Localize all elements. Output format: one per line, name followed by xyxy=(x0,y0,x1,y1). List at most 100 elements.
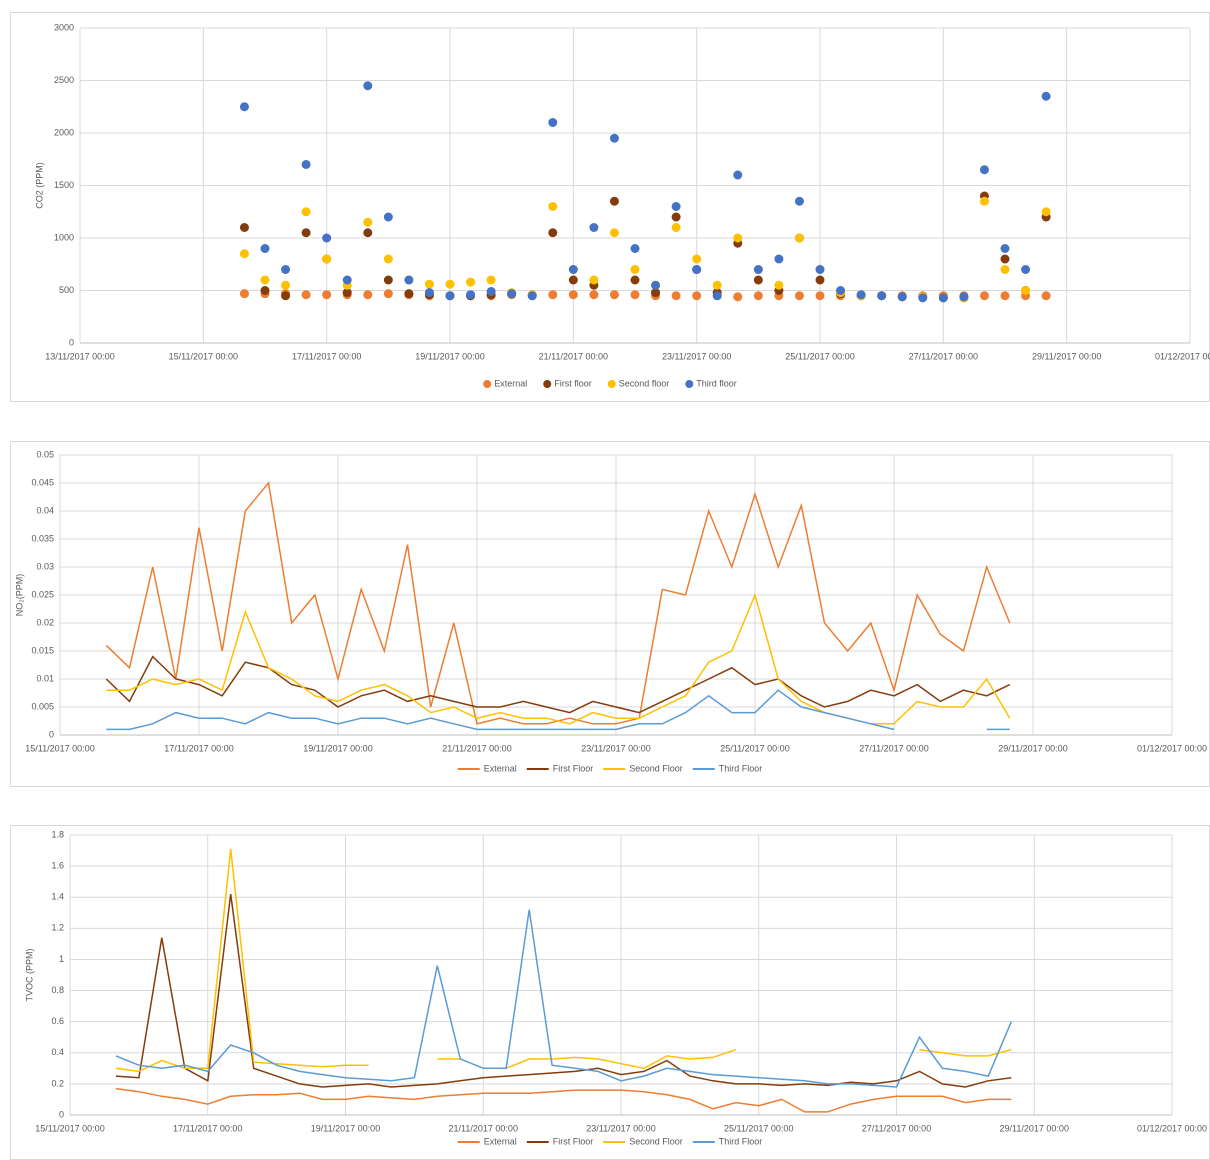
data-point xyxy=(486,287,496,297)
x-tick-label: 15/11/2017 00:00 xyxy=(25,743,94,753)
x-tick-label: 21/11/2017 00:00 xyxy=(449,1123,518,1133)
data-point xyxy=(301,207,311,217)
data-point xyxy=(733,233,743,243)
legend-label: External xyxy=(494,378,527,388)
chart: 0 0.2 0.4 0.6 0.8 1 1.2 1.4 1.6 1.8 15/11/2017 00:… xyxy=(10,825,1210,1160)
y-tick-label: 0 xyxy=(69,337,74,347)
legend-label: Second Floor xyxy=(629,763,683,773)
data-point xyxy=(589,275,599,285)
data-point xyxy=(589,290,599,300)
data-point xyxy=(260,244,270,253)
data-point xyxy=(938,293,948,303)
y-tick-label: 0 xyxy=(49,729,54,739)
data-point xyxy=(609,133,619,143)
data-point xyxy=(692,291,702,301)
data-point xyxy=(692,254,702,264)
chart-frame xyxy=(10,12,1210,402)
y-tick-label: 0.8 xyxy=(51,985,64,995)
legend-label: First Floor xyxy=(553,763,594,773)
y-tick-label: 1.2 xyxy=(51,923,64,933)
data-point xyxy=(363,81,373,91)
y-tick-label: 0.05 xyxy=(36,449,54,459)
x-tick-label: 25/11/2017 00:00 xyxy=(785,351,854,361)
data-point xyxy=(1000,291,1010,301)
x-tick-label: 17/11/2017 00:00 xyxy=(164,743,233,753)
y-tick-label: 1000 xyxy=(54,232,74,242)
data-point xyxy=(753,265,763,274)
x-tick-label: 15/11/2017 00:00 xyxy=(169,351,238,361)
chart: 0 500 1000 1500 2000 2500 3000 13/11/2017 00:00… xyxy=(10,12,1210,402)
data-point xyxy=(548,290,558,300)
data-line xyxy=(115,1087,1012,1113)
data-point xyxy=(281,280,291,290)
data-line xyxy=(105,655,1011,714)
data-point xyxy=(712,291,722,301)
data-point xyxy=(342,288,352,298)
legend: External First floor Second floor Third flo… xyxy=(483,378,737,388)
data-point xyxy=(815,291,825,301)
data-point xyxy=(794,233,804,243)
data-point xyxy=(383,289,393,299)
data-point xyxy=(836,286,846,295)
y-tick-label: 0.4 xyxy=(51,1047,64,1057)
data-point xyxy=(548,118,558,127)
data-point xyxy=(1041,91,1051,101)
data-point xyxy=(753,275,763,285)
data-point xyxy=(692,265,702,274)
data-point xyxy=(1041,291,1051,301)
y-tick-label: 2500 xyxy=(54,75,74,85)
data-point xyxy=(507,289,517,299)
y-tick-label: 0 xyxy=(59,1109,64,1119)
data-point xyxy=(609,290,619,300)
data-point xyxy=(794,196,804,206)
data-point xyxy=(1000,265,1010,274)
legend-label: Third Floor xyxy=(719,763,763,773)
data-point xyxy=(342,275,352,285)
x-tick-label: 01/12/2017 00:00 xyxy=(1137,743,1207,753)
legend-marker xyxy=(607,380,616,388)
y-tick-label: 1.6 xyxy=(51,860,64,870)
data-point xyxy=(1021,286,1031,295)
data-point xyxy=(239,102,249,112)
data-point xyxy=(630,290,640,300)
data-point xyxy=(897,292,907,302)
x-tick-label: 13/11/2017 00:00 xyxy=(45,351,114,361)
x-tick-label: 19/11/2017 00:00 xyxy=(311,1123,380,1133)
data-point xyxy=(424,288,434,298)
data-point xyxy=(671,291,681,301)
data-point xyxy=(1000,254,1010,264)
y-tick-label: 0.015 xyxy=(31,645,54,655)
legend-marker xyxy=(685,380,694,388)
data-point xyxy=(1000,244,1010,253)
y-tick-label: 3000 xyxy=(54,22,74,32)
data-point xyxy=(733,292,743,302)
data-point xyxy=(466,290,476,300)
data-point xyxy=(877,291,887,301)
data-point xyxy=(630,244,640,253)
data-point xyxy=(445,279,455,289)
data-point xyxy=(281,265,291,274)
data-point xyxy=(527,291,537,301)
data-point xyxy=(774,254,784,264)
y-tick-label: 2000 xyxy=(54,127,74,137)
data-point xyxy=(548,228,558,238)
legend-label: First floor xyxy=(554,378,592,388)
data-point xyxy=(568,265,578,274)
x-tick-label: 19/11/2017 00:00 xyxy=(415,351,484,361)
y-tick-label: 0.035 xyxy=(31,533,54,543)
y-tick-label: 1500 xyxy=(54,180,74,190)
data-line xyxy=(106,689,1010,731)
data-point xyxy=(239,249,249,259)
data-point xyxy=(712,280,722,290)
data-point xyxy=(239,223,249,232)
data-point xyxy=(609,228,619,238)
data-point xyxy=(815,275,825,285)
x-tick-label: 01/12/2017 00:00 xyxy=(1155,351,1210,361)
data-point xyxy=(322,290,332,300)
data-point xyxy=(404,289,414,299)
y-tick-label: 0.03 xyxy=(36,561,54,571)
data-point xyxy=(486,275,496,285)
data-point xyxy=(383,254,393,264)
data-point xyxy=(260,286,270,295)
